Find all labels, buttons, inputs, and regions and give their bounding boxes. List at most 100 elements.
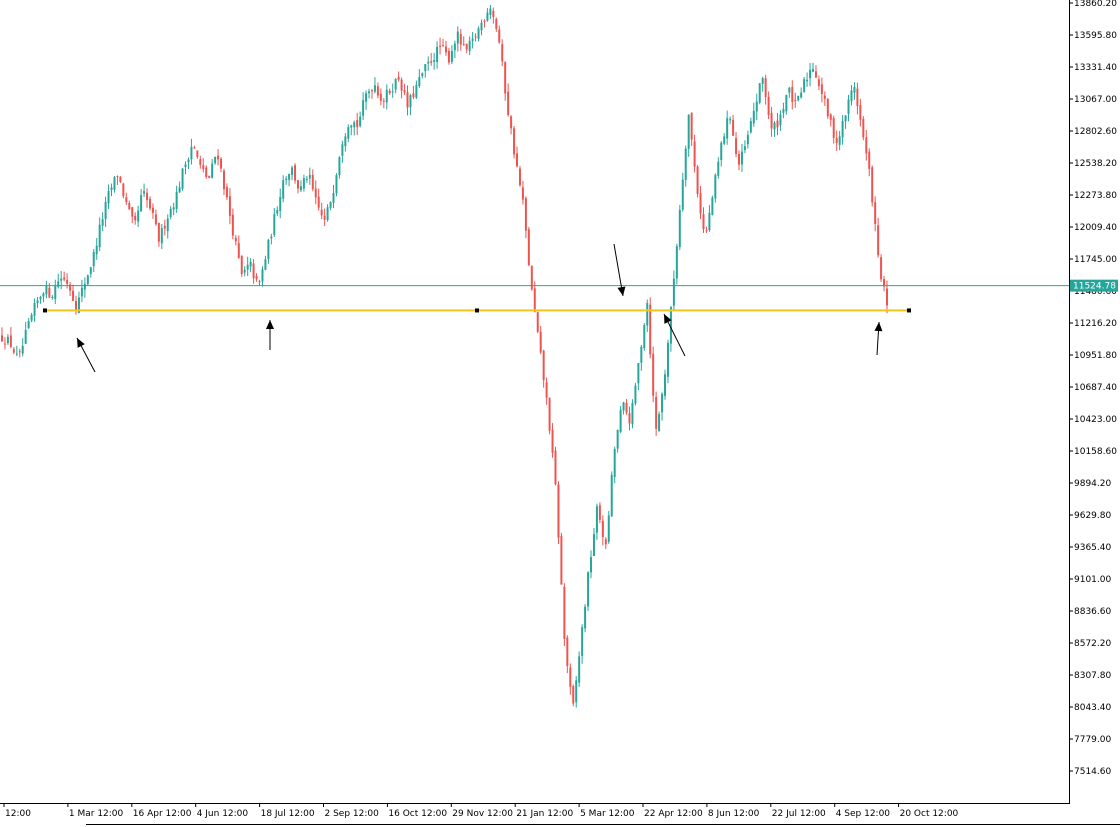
candle [643,323,646,351]
candle [196,150,199,159]
candle [767,91,770,120]
candle [140,188,143,212]
candle-body [557,484,560,538]
candle [335,173,338,197]
candle [60,271,63,289]
candle [391,83,394,98]
candle-body [403,90,406,93]
candle-body [560,536,563,585]
candle-body [154,214,157,225]
candle-body [95,245,98,255]
candle-body [415,85,418,98]
candle [664,369,667,400]
candle-body [98,224,101,248]
candle [785,94,788,115]
candle [675,243,678,285]
candle-body [60,278,63,281]
candle [474,33,477,42]
annotation-arrow [613,243,626,297]
candle-body [702,214,705,230]
candle-body [376,86,379,96]
candle [296,179,299,194]
candle-body [113,177,116,190]
candle-body [288,173,291,180]
candle-body [267,239,270,259]
candle [222,168,225,196]
candle [308,167,311,185]
candle [749,117,752,134]
candle-body [785,94,788,112]
candle-body [326,207,329,220]
candle [33,298,36,322]
candle [788,87,791,98]
candle-body [521,187,524,200]
candle-body [492,10,495,17]
candle-body [649,304,652,355]
candle [610,471,613,517]
candle-body [12,349,15,353]
price-tick-label: 10158.60 [1074,447,1117,457]
candle-body [477,28,480,39]
candle [823,91,826,106]
candle [193,145,196,149]
candle-body [761,78,764,85]
candle [128,200,131,211]
candle-body [350,125,353,128]
candle-body [356,120,359,128]
candle [684,145,687,187]
candle [311,169,314,192]
candle [702,207,705,233]
candle-body [175,191,178,209]
candle [649,297,652,359]
candle [794,92,797,108]
candle [652,346,655,403]
price-tick-label: 13067.00 [1074,95,1117,105]
candle-body [507,91,510,115]
candle-body [856,88,859,106]
candle-body [282,180,285,199]
price-tick-label: 7779.00 [1074,735,1111,745]
candle-body [148,198,151,209]
candle-body [69,284,72,291]
candle [344,133,347,152]
candle-body [193,147,196,149]
candle-body [859,105,862,120]
price-tick-label: 11480.60 [1074,287,1117,297]
candle [865,130,868,161]
support-line-handle-right[interactable] [907,308,911,313]
candle [243,266,246,277]
candle [264,255,267,271]
candle [806,72,809,87]
candle [246,256,249,277]
candle [761,76,764,92]
candle [365,90,368,110]
candle-body [655,396,658,429]
candle [323,208,326,227]
candle [175,185,178,213]
support-line-handle-left[interactable] [43,308,47,313]
candle-body [45,286,48,295]
candle [551,423,554,458]
support-line[interactable] [43,308,911,313]
candle-body [311,174,314,190]
candle-body [166,218,169,231]
candle [631,399,634,429]
candle-body [462,44,465,46]
candle-body [353,122,356,128]
support-line-handle-mid[interactable] [475,308,479,313]
candle-body [628,413,631,424]
candle [45,280,48,299]
candle [151,203,154,219]
candle-body [814,71,817,78]
candle [1,327,3,342]
candle [548,397,551,435]
candle [72,284,75,302]
time-tick-label: 2 Sep 12:00 [325,809,380,819]
candle [24,322,27,345]
candle-body [776,120,779,128]
price-tick-label: 8043.40 [1074,703,1111,713]
candle [868,148,871,177]
candle-body [868,151,871,169]
candle-body [797,95,800,101]
